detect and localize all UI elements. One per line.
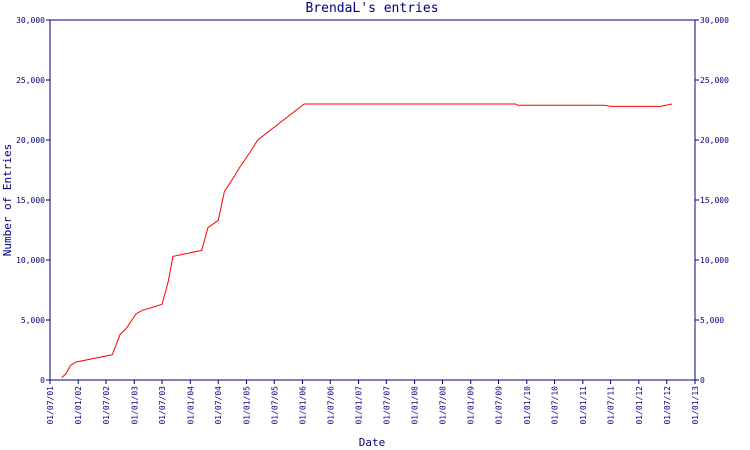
x-tick-label: 01/01/10 bbox=[523, 386, 532, 425]
data-line bbox=[61, 103, 673, 378]
y-tick-label: 0 bbox=[40, 376, 45, 385]
y-tick-label: 20,000 bbox=[16, 136, 45, 145]
chart-title: BrendaL's entries bbox=[305, 1, 438, 16]
x-tick-label: 01/01/11 bbox=[579, 386, 588, 425]
x-tick-label: 01/01/13 bbox=[691, 386, 700, 425]
y-tick-label: 25,000 bbox=[16, 76, 45, 85]
y2-tick-label: 10,000 bbox=[700, 256, 729, 265]
y2-tick-label: 5,000 bbox=[700, 316, 724, 325]
plot-frame bbox=[49, 19, 696, 381]
x-tick-label: 01/01/12 bbox=[635, 386, 644, 425]
y-tick-label: 15,000 bbox=[16, 196, 45, 205]
x-tick-label: 01/07/12 bbox=[663, 386, 672, 425]
y-tick-label: 10,000 bbox=[16, 256, 45, 265]
y2-tick-label: 25,000 bbox=[700, 76, 729, 85]
y-axis-label: Number of Entries bbox=[1, 144, 14, 257]
x-tick-label: 01/07/06 bbox=[326, 386, 335, 425]
x-tick-label: 01/07/05 bbox=[270, 386, 279, 425]
x-tick-label: 01/01/09 bbox=[467, 386, 476, 425]
x-tick-label: 01/07/04 bbox=[214, 386, 223, 425]
x-tick-label: 01/01/03 bbox=[130, 386, 139, 425]
y-tick-label: 5,000 bbox=[21, 316, 45, 325]
x-tick-label: 01/01/02 bbox=[74, 386, 83, 425]
x-tick-label: 01/07/08 bbox=[438, 386, 447, 425]
x-tick-label: 01/01/05 bbox=[242, 386, 251, 425]
x-tick-label: 01/07/07 bbox=[382, 386, 391, 425]
x-tick-label: 01/01/06 bbox=[299, 386, 308, 425]
y-tick-label: 30,000 bbox=[16, 16, 45, 25]
y2-tick-label: 20,000 bbox=[700, 136, 729, 145]
x-tick-label: 01/07/01 bbox=[46, 386, 55, 425]
y2-tick-label: 30,000 bbox=[700, 16, 729, 25]
y2-tick-label: 0 bbox=[700, 376, 705, 385]
x-tick-label: 01/07/02 bbox=[102, 386, 111, 425]
x-tick-label: 01/01/07 bbox=[355, 386, 364, 425]
x-tick-label: 01/07/03 bbox=[158, 386, 167, 425]
y2-tick-label: 15,000 bbox=[700, 196, 729, 205]
x-tick-label: 01/01/08 bbox=[411, 386, 420, 425]
x-tick-label: 01/01/04 bbox=[186, 386, 195, 425]
x-tick-label: 01/07/11 bbox=[607, 386, 616, 425]
x-tick-label: 01/07/09 bbox=[495, 386, 504, 425]
x-axis-label: Date bbox=[359, 436, 386, 449]
x-tick-label: 01/07/10 bbox=[551, 386, 560, 425]
